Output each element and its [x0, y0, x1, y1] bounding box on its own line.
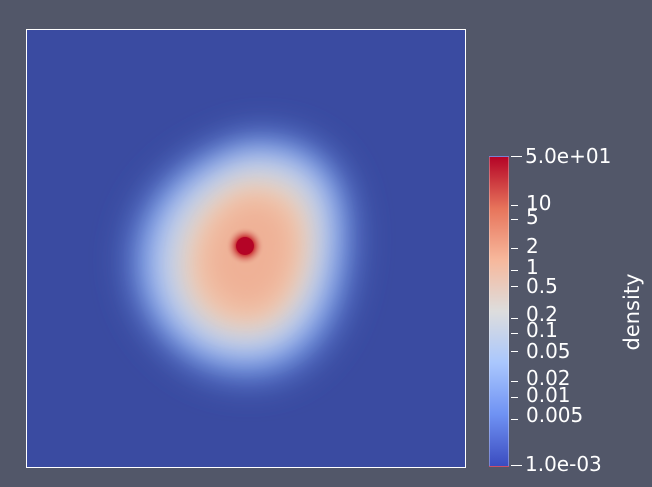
colorbar-max-label: 5.0e+01	[525, 144, 612, 168]
colorbar-label-0-02: 0.02	[526, 366, 571, 390]
colorbar-tick-2	[511, 248, 518, 249]
colorbar-tick-10	[511, 205, 518, 206]
colorbar-label-1: 1	[526, 255, 539, 279]
colorbar-tick-1	[511, 270, 518, 271]
density-colorbar	[489, 156, 509, 467]
density-maximum-point	[236, 237, 254, 255]
colorbar-tick-0-01	[511, 397, 518, 398]
colorbar-label-2: 2	[526, 234, 539, 258]
density-plot-frame[interactable]	[26, 29, 466, 468]
colorbar-min-tick	[511, 465, 522, 466]
colorbar-label-0-005: 0.005	[526, 403, 584, 427]
colorbar-min-label: 1.0e-03	[525, 452, 602, 476]
colorbar-label-0-01: 0.01	[526, 383, 571, 407]
colorbar-title: density	[620, 273, 644, 351]
colorbar-tick-0-05	[511, 351, 518, 352]
colorbar-tick-5	[511, 219, 518, 220]
colorbar-tick-0-02	[511, 381, 518, 382]
density-field-image	[27, 30, 465, 467]
colorbar-label-0-05: 0.05	[526, 339, 571, 363]
colorbar-tick-0-2	[511, 318, 518, 319]
colorbar-tick-0-005	[511, 419, 518, 420]
colorbar-label-0-5: 0.5	[526, 274, 558, 298]
colorbar-label-10: 10	[526, 191, 552, 215]
colorbar-label-0-1: 0.1	[526, 318, 558, 342]
colorbar-label-0-2: 0.2	[526, 302, 558, 326]
colorbar-tick-0-1	[511, 333, 518, 334]
colorbar-label-5: 5	[526, 205, 539, 229]
colorbar-tick-0-5	[511, 286, 518, 287]
colorbar-max-tick	[511, 156, 522, 157]
